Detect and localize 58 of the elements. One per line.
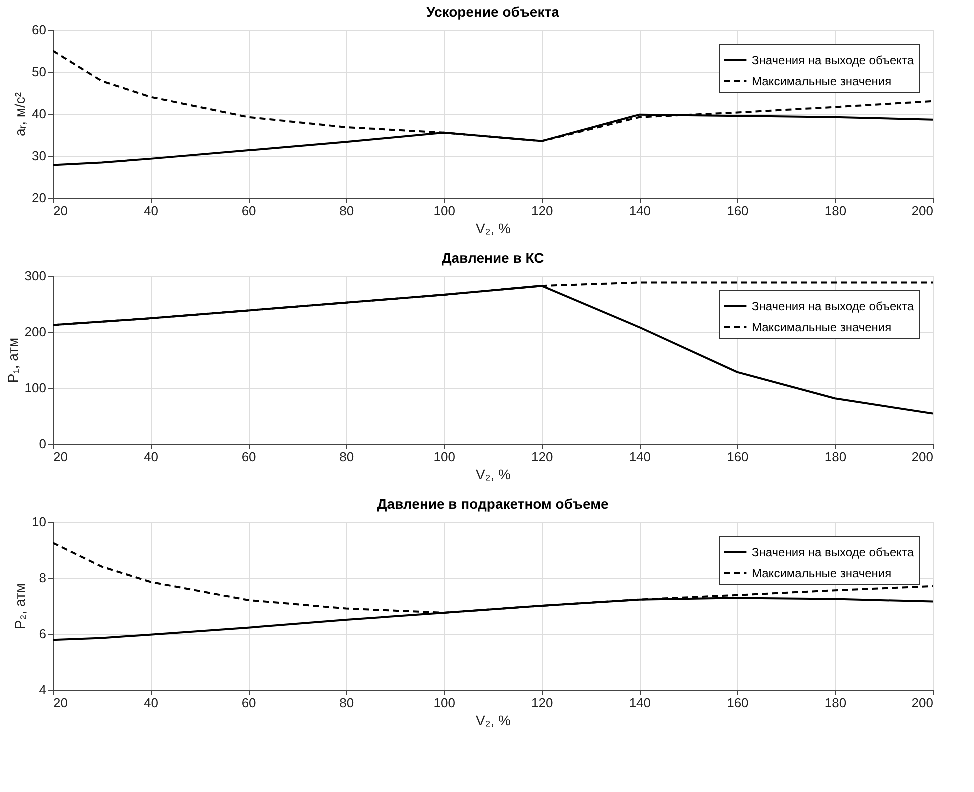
x-tick-label: 120 [532, 204, 554, 218]
x-tick-label: 60 [242, 204, 256, 218]
y-tick-label: 60 [32, 22, 46, 38]
legend-label: Значения на выходе объекта [752, 546, 914, 560]
y-tick-label: 50 [32, 64, 46, 80]
legend-label: Значения на выходе объекта [752, 54, 914, 68]
chart-title: Давление в КС [442, 250, 544, 266]
x-tick-label: 120 [532, 696, 554, 710]
y-tick-label: 20 [32, 190, 46, 206]
x-tick-label: 160 [727, 450, 749, 464]
y-tick-label: 8 [39, 570, 46, 586]
x-tick-label: 140 [629, 204, 652, 218]
x-tick-label: 40 [144, 696, 159, 710]
legend-label: Значения на выходе объекта [752, 300, 914, 314]
legend-label: Максимальные значения [752, 566, 892, 580]
x-tick-label: 180 [824, 204, 847, 218]
x-tick-label: 100 [434, 204, 456, 218]
x-tick-label: 140 [629, 696, 652, 710]
x-tick-label: 100 [434, 696, 456, 710]
y-tick-label: 30 [32, 148, 46, 164]
x-tick-label: 140 [629, 450, 652, 464]
y-tick-label: 40 [32, 106, 46, 122]
x-tick-label: 200 [912, 696, 934, 710]
x-tick-label: 160 [727, 204, 749, 218]
x-tick-label: 60 [242, 450, 256, 464]
y-tick-label: 6 [39, 626, 46, 642]
x-tick-label: 80 [340, 204, 354, 218]
y-tick-label: 200 [24, 324, 46, 340]
x-tick-label: 80 [340, 450, 354, 464]
x-tick-label: 40 [144, 204, 159, 218]
y-tick-label: 300 [24, 268, 46, 284]
x-tick-label: 60 [242, 696, 256, 710]
x-tick-label: 40 [144, 450, 159, 464]
legend-label: Максимальные значения [752, 74, 892, 88]
x-tick-label: 200 [912, 450, 934, 464]
y-tick-label: 4 [39, 682, 46, 698]
y-tick-label: 100 [24, 380, 46, 396]
chart-title: Давление в подракетном объеме [377, 496, 609, 512]
x-axis-title: V₂, % [476, 712, 511, 728]
y-tick-label: 0 [39, 436, 46, 452]
x-axis-title: V₂, % [476, 466, 511, 482]
legend-label: Максимальные значения [752, 320, 892, 334]
x-tick-label: 80 [340, 696, 354, 710]
x-tick-label: 200 [912, 204, 934, 218]
x-tick-label: 20 [54, 204, 68, 218]
y-axis-title: aᵣ, м/с² [12, 92, 28, 137]
x-tick-label: 180 [824, 696, 847, 710]
y-axis-title: P₂, атм [12, 583, 28, 630]
x-tick-label: 20 [54, 696, 68, 710]
x-tick-label: 20 [54, 450, 68, 464]
x-tick-label: 160 [727, 696, 749, 710]
chart-title: Ускорение объекта [426, 4, 560, 20]
y-axis-title: P₁, атм [4, 338, 21, 384]
x-tick-label: 120 [532, 450, 554, 464]
x-tick-label: 180 [824, 450, 847, 464]
x-axis-title: V₂, % [476, 220, 511, 236]
x-tick-label: 100 [434, 450, 456, 464]
y-tick-label: 10 [32, 514, 46, 530]
